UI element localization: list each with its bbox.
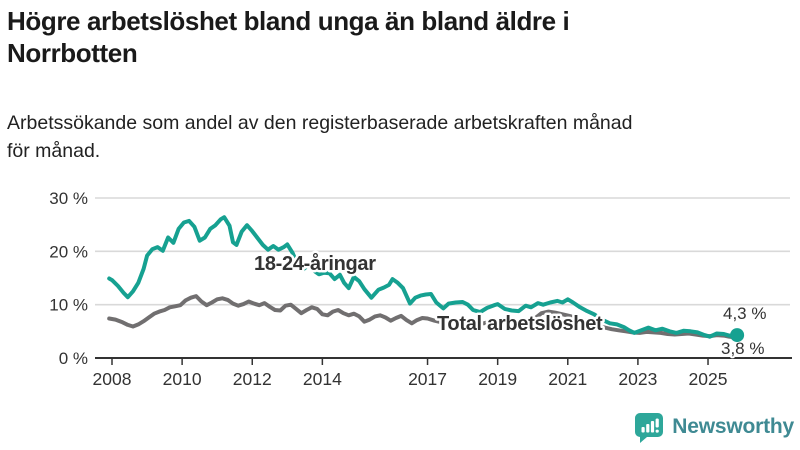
page-title-line-1: Högre arbetslöshet bland unga än bland ä…: [7, 6, 570, 36]
x-tick-label: 2014: [303, 369, 342, 389]
chart-subtitle: Arbetssökande som andel av den registerb…: [7, 109, 793, 166]
x-tick-label: 2010: [163, 369, 202, 389]
y-tick-label: 20 %: [49, 242, 88, 261]
y-tick-label: 0 %: [59, 349, 88, 368]
page-title: Högre arbetslöshet bland unga än bland ä…: [7, 5, 789, 69]
y-tick-label: 30 %: [49, 189, 88, 208]
end-value-label-total-arbetsloshet: 3,8 %: [721, 339, 764, 358]
x-tick-label: 2025: [689, 369, 728, 389]
series-line-18-24-aringar: [107, 215, 740, 339]
series-end-dot: [730, 328, 745, 343]
chart-subtitle-line-2: för månad.: [7, 140, 101, 163]
series-label-18-24-aringar: 18-24-åringar: [254, 252, 376, 275]
chart-subtitle-line-1: Arbetssökande som andel av den registerb…: [7, 112, 633, 134]
page-title-line-2: Norrbotten: [7, 38, 138, 69]
x-tick-label: 2017: [408, 369, 447, 389]
y-tick-label: 10 %: [49, 296, 88, 315]
series-line-total-arbetsloshet: [107, 294, 740, 340]
x-tick-label: 2019: [478, 369, 517, 389]
x-tick-label: 2012: [233, 369, 272, 389]
x-tick-label: 2021: [548, 369, 587, 389]
brand-name: Newsworthy: [672, 415, 794, 438]
x-tick-label: 2008: [93, 369, 132, 389]
series-label-total-arbetsloshet: Total arbetslöshet: [437, 313, 603, 335]
newsworthy-bubble-chart-icon: [635, 413, 664, 443]
newsworthy-logo: Newsworthy: [634, 411, 794, 443]
x-tick-label: 2023: [618, 369, 657, 389]
end-value-label-18-24-aringar: 4,3 %: [723, 304, 766, 323]
